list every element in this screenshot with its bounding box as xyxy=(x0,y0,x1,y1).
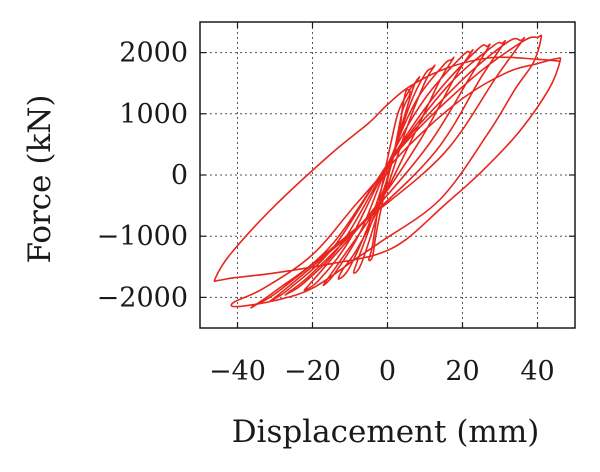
ticks: −40 −20 0 20 40 −2000 −1000 0 1000 2000 xyxy=(97,22,575,387)
x-tick-label: 40 xyxy=(520,356,554,387)
y-tick-label: 0 xyxy=(171,160,188,191)
hysteresis-curve xyxy=(213,34,562,309)
y-tick-label: −2000 xyxy=(97,282,188,313)
y-axis-title: Force (kN) xyxy=(22,95,58,264)
x-tick-label: −20 xyxy=(284,356,341,387)
x-tick-label: 20 xyxy=(445,356,479,387)
y-tick-label: −1000 xyxy=(97,221,188,252)
y-tick-label: 2000 xyxy=(119,38,188,69)
x-tick-label: 0 xyxy=(379,356,396,387)
y-tick-label: 1000 xyxy=(119,99,188,130)
series-layer xyxy=(213,34,562,309)
x-tick-label: −40 xyxy=(209,356,266,387)
x-axis-title: Displacement (mm) xyxy=(232,414,540,450)
